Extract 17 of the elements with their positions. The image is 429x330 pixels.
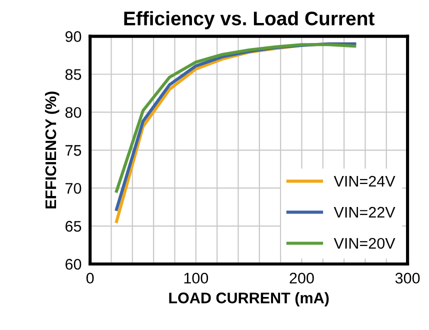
legend-label: VIN=22V: [334, 206, 396, 218]
y-tick-label: 60: [66, 258, 82, 270]
x-tick-label: 100: [184, 272, 208, 284]
y-axis-title: EFFICIENCY (%): [44, 92, 60, 208]
y-tick-label: 70: [66, 182, 82, 194]
legend-label: VIN=24V: [334, 176, 396, 187]
y-tick-label: 85: [65, 69, 82, 80]
x-tick-label: 200: [290, 272, 314, 284]
x-tick-label: 300: [395, 272, 420, 284]
chart-title: Efficiency vs. Load Current: [124, 11, 374, 30]
y-tick-label: 90: [65, 31, 82, 42]
y-tick-label: 75: [66, 145, 82, 156]
x-tick-label: 0: [86, 272, 94, 284]
y-tick-label: 65: [66, 220, 82, 232]
legend-label: VIN=20V: [334, 238, 396, 249]
y-tick-label: 80: [65, 107, 82, 118]
x-axis-title: LOAD CURRENT (mA): [169, 292, 329, 306]
